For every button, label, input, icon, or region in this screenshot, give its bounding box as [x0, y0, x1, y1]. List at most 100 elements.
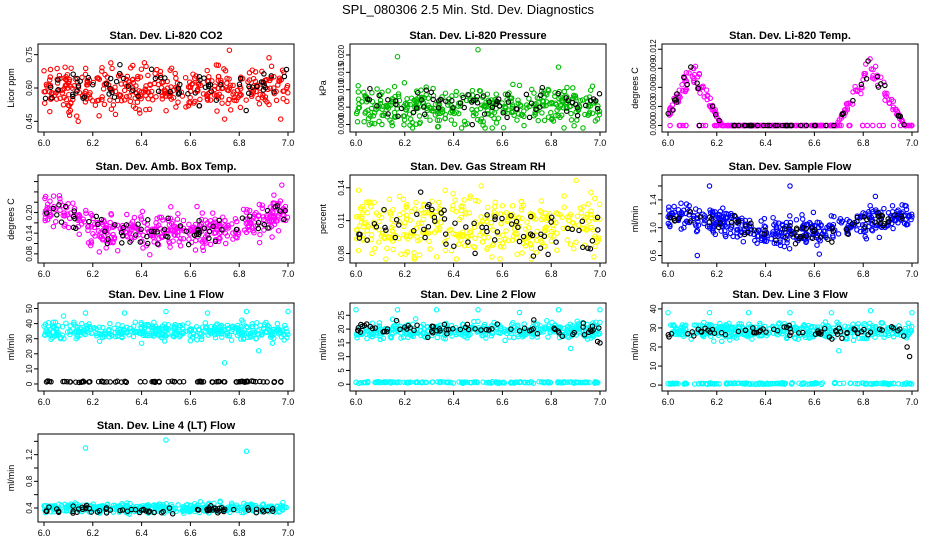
data-point: [574, 213, 581, 219]
y-tick-label: 10: [25, 364, 34, 373]
data-point: [539, 239, 545, 246]
data-point: [77, 78, 83, 84]
data-point: [376, 239, 382, 245]
data-point: [868, 226, 875, 233]
data-point: [259, 94, 266, 101]
data-point: [260, 501, 267, 507]
data-point: [245, 90, 252, 97]
data-point: [476, 87, 483, 94]
data-point: [523, 102, 530, 108]
data-point: [48, 336, 54, 343]
data-point: [497, 256, 503, 262]
data-point: [251, 229, 257, 236]
data-point: [375, 379, 382, 386]
series-1: [353, 177, 603, 262]
data-point: [218, 322, 225, 329]
data-point: [258, 79, 265, 85]
data-point: [41, 100, 48, 106]
data-point: [107, 97, 113, 103]
data-point: [175, 210, 181, 217]
data-point: [196, 103, 202, 109]
data-point: [95, 75, 102, 81]
data-point: [850, 89, 856, 95]
y-tick-label: 5: [337, 368, 346, 373]
data-point: [396, 222, 402, 228]
data-point: [778, 230, 785, 236]
data-point: [191, 224, 197, 230]
data-point: [697, 90, 703, 96]
data-point: [238, 336, 244, 342]
data-point: [376, 320, 383, 326]
data-point: [860, 76, 866, 83]
data-point: [99, 68, 105, 75]
data-point: [895, 214, 902, 221]
data-point: [63, 96, 70, 103]
data-point: [138, 321, 145, 328]
data-point: [535, 117, 541, 124]
data-point: [422, 227, 428, 234]
data-point: [694, 227, 701, 234]
data-point: [472, 250, 478, 257]
data-point: [154, 229, 160, 235]
data-points: [353, 46, 603, 131]
data-point: [728, 219, 735, 226]
data-point: [230, 91, 236, 97]
data-point: [130, 87, 136, 94]
data-point: [212, 229, 219, 236]
data-point: [851, 333, 858, 339]
data-point: [441, 321, 448, 328]
data-point: [262, 84, 269, 91]
data-point: [148, 88, 155, 95]
data-point: [505, 91, 511, 98]
data-point: [685, 331, 691, 337]
data-point: [227, 107, 234, 113]
data-point: [116, 92, 122, 98]
data-point: [261, 321, 268, 328]
data-point: [433, 227, 440, 233]
data-point: [131, 214, 138, 221]
data-point: [138, 214, 144, 220]
data-point: [390, 246, 396, 253]
data-point: [580, 379, 586, 386]
data-point: [748, 122, 754, 129]
data-point: [139, 208, 146, 215]
chart-title: Stan. Dev. Line 2 Flow: [420, 289, 536, 301]
data-point: [376, 92, 382, 99]
data-point: [728, 330, 735, 336]
data-point: [492, 216, 498, 223]
data-point: [426, 238, 432, 245]
data-point: [246, 217, 252, 223]
chart-panel-5: Stan. Dev. Gas Stream RH6.0 6.2 6.4 6.6 6.8 7…: [318, 161, 607, 279]
data-point: [481, 111, 488, 117]
y-tick-label: 0.60: [25, 80, 34, 96]
data-point: [111, 234, 118, 241]
data-point: [394, 53, 401, 60]
data-point: [717, 220, 723, 226]
data-point: [581, 225, 587, 231]
x-tick-label: 6.6: [496, 397, 509, 407]
data-point: [389, 216, 395, 223]
data-point: [120, 75, 127, 82]
data-point: [671, 218, 678, 224]
chart-title: Stan. Dev. Sample Flow: [729, 161, 852, 173]
data-point: [400, 231, 407, 238]
data-point: [82, 99, 89, 105]
data-point: [752, 324, 759, 331]
data-point: [430, 323, 436, 330]
data-point: [739, 380, 746, 387]
data-point: [253, 335, 260, 342]
data-point: [369, 90, 375, 96]
data-point: [163, 107, 169, 114]
data-point: [799, 216, 806, 222]
plot-frame: [349, 43, 607, 133]
data-point: [467, 195, 473, 201]
data-point: [452, 231, 459, 238]
data-point: [386, 102, 392, 109]
y-tick-label: 1.2: [25, 449, 34, 461]
data-point: [438, 219, 444, 226]
data-point: [264, 379, 270, 385]
data-point: [534, 228, 540, 235]
data-point: [551, 322, 558, 329]
data-point: [176, 90, 183, 96]
data-point: [898, 116, 905, 123]
